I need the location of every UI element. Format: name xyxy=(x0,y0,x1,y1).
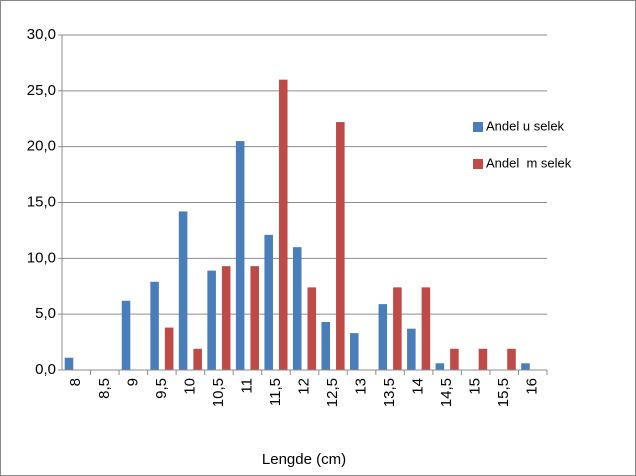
x-tick-label: 11,5 xyxy=(267,378,284,406)
x-tick-label: 9,5 xyxy=(153,378,170,399)
bar xyxy=(507,348,516,370)
y-tick-label: 25,0 xyxy=(27,82,56,99)
bar xyxy=(450,348,459,370)
x-tick-label: 11 xyxy=(238,378,255,394)
bar xyxy=(193,348,202,370)
bar xyxy=(435,363,445,370)
x-tick-label: 15,5 xyxy=(495,378,512,407)
bar xyxy=(250,266,259,370)
bar xyxy=(307,287,317,370)
bar xyxy=(407,328,416,370)
x-tick-label: 12,5 xyxy=(324,378,341,407)
bar xyxy=(321,321,331,370)
legend-swatch xyxy=(473,122,483,132)
bar xyxy=(336,122,345,370)
y-tick-label: 15,0 xyxy=(27,193,56,210)
x-tick-label: 14 xyxy=(410,378,427,395)
bar xyxy=(207,270,216,370)
y-tick-label: 5,0 xyxy=(35,305,56,322)
bar xyxy=(235,141,245,370)
x-tick-label: 10 xyxy=(181,378,198,395)
bar xyxy=(221,266,231,370)
bar xyxy=(393,287,402,370)
x-tick-label: 15 xyxy=(467,378,484,395)
bar xyxy=(121,300,131,370)
y-tick-label: 10,0 xyxy=(27,249,56,266)
legend-swatch xyxy=(473,159,483,169)
x-tick-label: 12 xyxy=(295,378,312,395)
x-tick-label: 13 xyxy=(353,378,370,395)
bar xyxy=(64,357,74,370)
bar xyxy=(378,304,388,370)
bar xyxy=(521,363,530,370)
x-tick-label: 14,5 xyxy=(438,378,455,407)
x-tick-label: 10,5 xyxy=(210,378,227,407)
y-tick-label: 30,0 xyxy=(27,26,56,43)
bar xyxy=(164,327,174,370)
bar xyxy=(278,79,288,371)
bar xyxy=(264,234,273,370)
y-tick-label: 0,0 xyxy=(35,361,56,378)
legend-label: Andel m selek xyxy=(486,155,572,170)
x-tick-label: 9 xyxy=(124,378,141,386)
x-tick-label: 16 xyxy=(524,378,541,395)
bar xyxy=(350,333,359,370)
bar xyxy=(178,211,188,370)
x-tick-label: 8,5 xyxy=(96,378,113,399)
x-tick-label: 13,5 xyxy=(381,378,398,407)
bar xyxy=(478,348,488,370)
legend-label: Andel u selek xyxy=(486,118,565,133)
x-axis-title: Lengde (cm) xyxy=(262,451,346,468)
bar xyxy=(421,287,431,370)
y-tick-label: 20,0 xyxy=(27,138,56,155)
bar xyxy=(292,247,302,370)
bar xyxy=(150,281,159,370)
x-tick-label: 8 xyxy=(67,378,84,386)
